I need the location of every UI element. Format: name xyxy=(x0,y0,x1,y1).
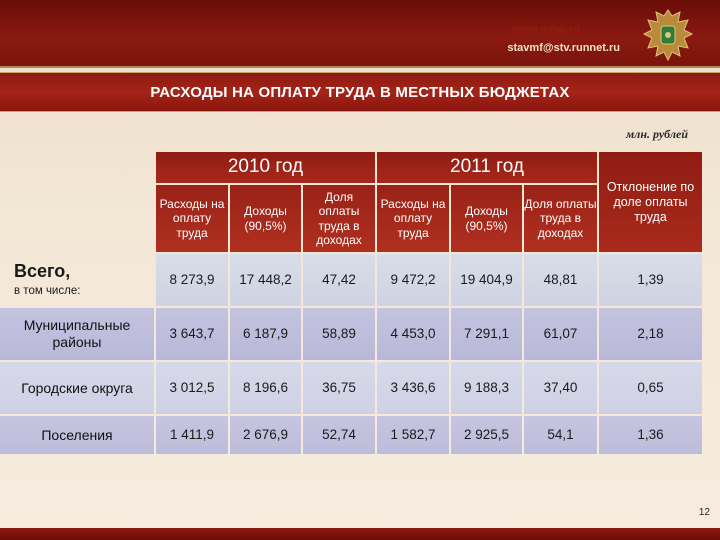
table-cell: 54,1 xyxy=(524,416,597,454)
table-cell: 1,36 xyxy=(599,416,702,454)
table-cell: 48,81 xyxy=(524,254,597,306)
total-sublabel: в том числе: xyxy=(14,284,81,297)
year-header-2010: 2010 год xyxy=(156,152,375,183)
table-cell: 19 404,9 xyxy=(451,254,522,306)
deviation-header: Отклонение по доле оплаты труда xyxy=(599,152,702,252)
table-cell: 52,74 xyxy=(303,416,375,454)
subheader-2011-share: Доля оплаты труда в доходах xyxy=(524,185,597,252)
table-cell: 3 012,5 xyxy=(156,362,228,414)
table-cell: 37,40 xyxy=(524,362,597,414)
table-cell: 1,39 xyxy=(599,254,702,306)
table-cell: 0,65 xyxy=(599,362,702,414)
table-cell: 61,07 xyxy=(524,308,597,360)
table-cell: 3 436,6 xyxy=(377,362,449,414)
bottom-bar xyxy=(0,528,720,540)
table-cell: 36,75 xyxy=(303,362,375,414)
subheader-2010-income: Доходы (90,5%) xyxy=(230,185,301,252)
table-cell: 58,89 xyxy=(303,308,375,360)
table-cell: 3 643,7 xyxy=(156,308,228,360)
title-bar: РАСХОДЫ НА ОПЛАТУ ТРУДА В МЕСТНЫХ БЮДЖЕТ… xyxy=(0,72,720,112)
row-label-districts: Муниципальные районы xyxy=(0,308,154,360)
table-cell: 2,18 xyxy=(599,308,702,360)
table-cell: 9 472,2 xyxy=(377,254,449,306)
table-cell: 1 582,7 xyxy=(377,416,449,454)
subheader-2011-wages: Расходы на оплату труда xyxy=(377,185,449,252)
table-cell: 4 453,0 xyxy=(377,308,449,360)
table-cell: 2 925,5 xyxy=(451,416,522,454)
year-header-2011: 2011 год xyxy=(377,152,597,183)
coat-of-arms-icon xyxy=(642,9,694,62)
table-cell: 2 676,9 xyxy=(230,416,301,454)
row-label-settlements: Поселения xyxy=(0,416,154,454)
page-title: РАСХОДЫ НА ОПЛАТУ ТРУДА В МЕСТНЫХ БЮДЖЕТ… xyxy=(150,84,570,101)
row-label-cities: Городские округа xyxy=(0,362,154,414)
subheader-2010-share: Доля оплаты труда в доходах xyxy=(303,185,375,252)
table-cell: 47,42 xyxy=(303,254,375,306)
subheader-2011-income: Доходы (90,5%) xyxy=(451,185,522,252)
table-cell: 17 448,2 xyxy=(230,254,301,306)
page-number: 12 xyxy=(698,507,710,518)
table-cell: 8 196,6 xyxy=(230,362,301,414)
units-label: млн. рублей xyxy=(625,127,688,141)
row-label-total: Всего, в том числе: xyxy=(0,254,154,306)
table-cell: 7 291,1 xyxy=(451,308,522,360)
table-cell: 8 273,9 xyxy=(156,254,228,306)
site-url[interactable]: www.mfsk.ru xyxy=(511,24,580,36)
subheader-2010-wages: Расходы на оплату труда xyxy=(156,185,228,252)
total-label: Всего, xyxy=(14,261,71,282)
table-cell: 6 187,9 xyxy=(230,308,301,360)
table-cell: 1 411,9 xyxy=(156,416,228,454)
top-banner: www.mfsk.ru stavmf@stv.runnet.ru xyxy=(0,0,720,68)
email-address[interactable]: stavmf@stv.runnet.ru xyxy=(507,42,620,54)
table-cell: 9 188,3 xyxy=(451,362,522,414)
